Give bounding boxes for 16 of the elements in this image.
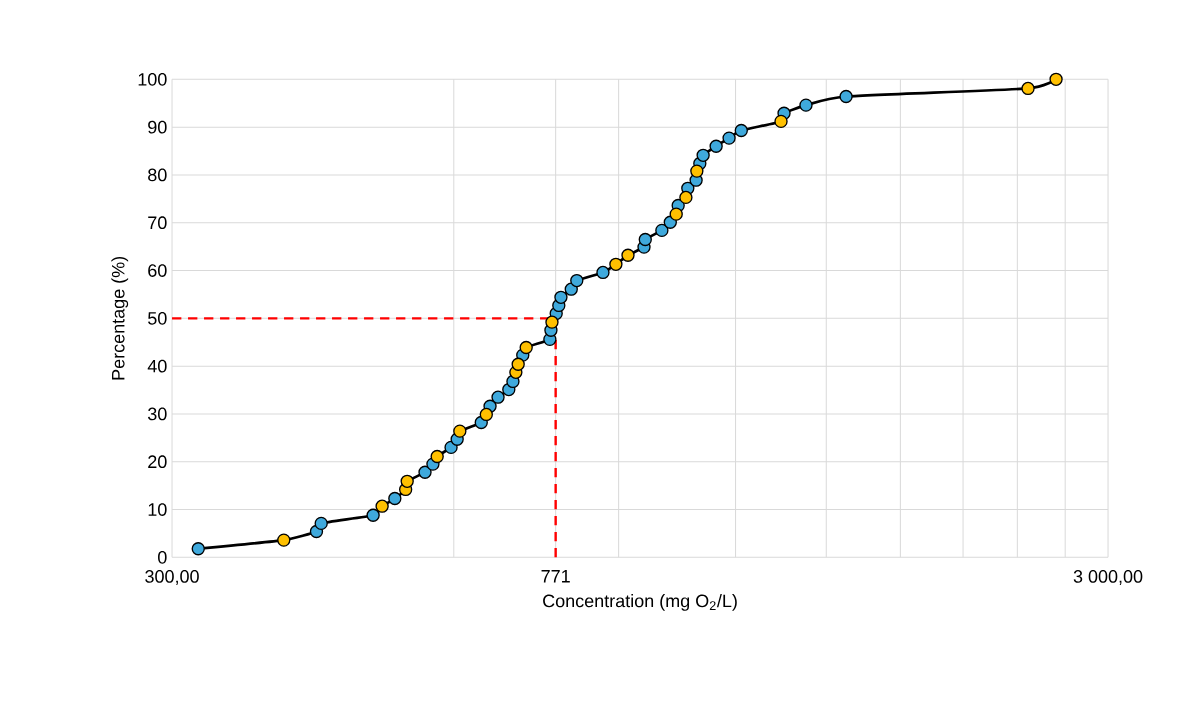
y-tick-label: 10 bbox=[148, 503, 167, 516]
y-tick-label: 90 bbox=[148, 120, 167, 134]
y-tick-label: 40 bbox=[147, 359, 167, 373]
y-tick-label: 80 bbox=[148, 168, 167, 182]
y-tick-label: 30 bbox=[147, 407, 167, 421]
x-tick-label: 3 000,00 bbox=[1073, 570, 1143, 585]
y-tick-label: 70 bbox=[148, 216, 167, 230]
x-tick-label: 300,00 bbox=[145, 570, 199, 585]
x-tick-label: 771 bbox=[541, 570, 570, 583]
y-tick-label: 0 bbox=[158, 550, 167, 564]
y-axis-title: Percentage (%) bbox=[111, 256, 129, 380]
y-tick-label: 20 bbox=[148, 455, 167, 469]
y-tick-label: 50 bbox=[148, 311, 167, 325]
y-tick-label: 60 bbox=[148, 264, 167, 277]
x-axis-title: Concentration (mg O$_{2}$/L) bbox=[543, 594, 737, 611]
y-tick-label: 100 bbox=[138, 72, 167, 86]
